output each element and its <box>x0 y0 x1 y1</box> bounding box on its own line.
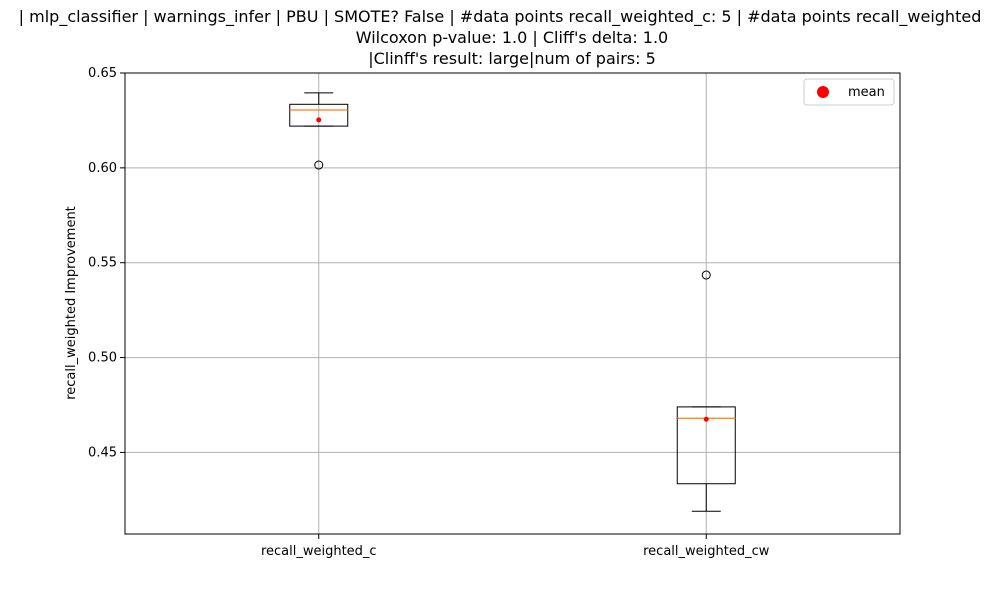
y-tick-label: 0.65 <box>88 66 117 81</box>
legend-mean-label: mean <box>848 85 885 100</box>
y-tick-label: 0.50 <box>88 351 117 366</box>
outlier-point <box>701 270 711 280</box>
grid-lines <box>125 72 900 534</box>
legend-frame <box>803 78 895 106</box>
chart-title-line-2: Wilcoxon p-value: 1.0 | Cliff's delta: 1… <box>356 28 668 47</box>
y-tick-label: 0.55 <box>88 256 117 271</box>
y-axis-ticks: 0.45 0.50 0.55 0.60 0.65 <box>88 66 125 460</box>
box-elements <box>289 92 736 512</box>
y-tick-label: 0.60 <box>88 161 117 176</box>
y-axis-label: recall_weighted Improvement <box>64 206 79 400</box>
x-axis-ticks: recall_weighted_c recall_weighted_cw <box>261 534 770 559</box>
mean-point <box>316 117 322 123</box>
outlier-point <box>314 160 324 170</box>
iqr-box <box>676 406 736 485</box>
plot-frame <box>124 72 901 535</box>
x-tick-label: recall_weighted_c <box>261 544 377 559</box>
chart-title-line-3: |Clinff's result: large|num of pairs: 5 <box>368 49 656 68</box>
legend: mean <box>803 78 895 106</box>
mean-point <box>703 416 709 422</box>
chart-title-line-1: | mlp_classifier | warnings_infer | PBU … <box>19 7 982 27</box>
iqr-box <box>289 103 349 127</box>
legend-mean-marker <box>817 86 829 98</box>
y-tick-label: 0.45 <box>88 445 117 460</box>
x-tick-label: recall_weighted_cw <box>643 544 770 559</box>
